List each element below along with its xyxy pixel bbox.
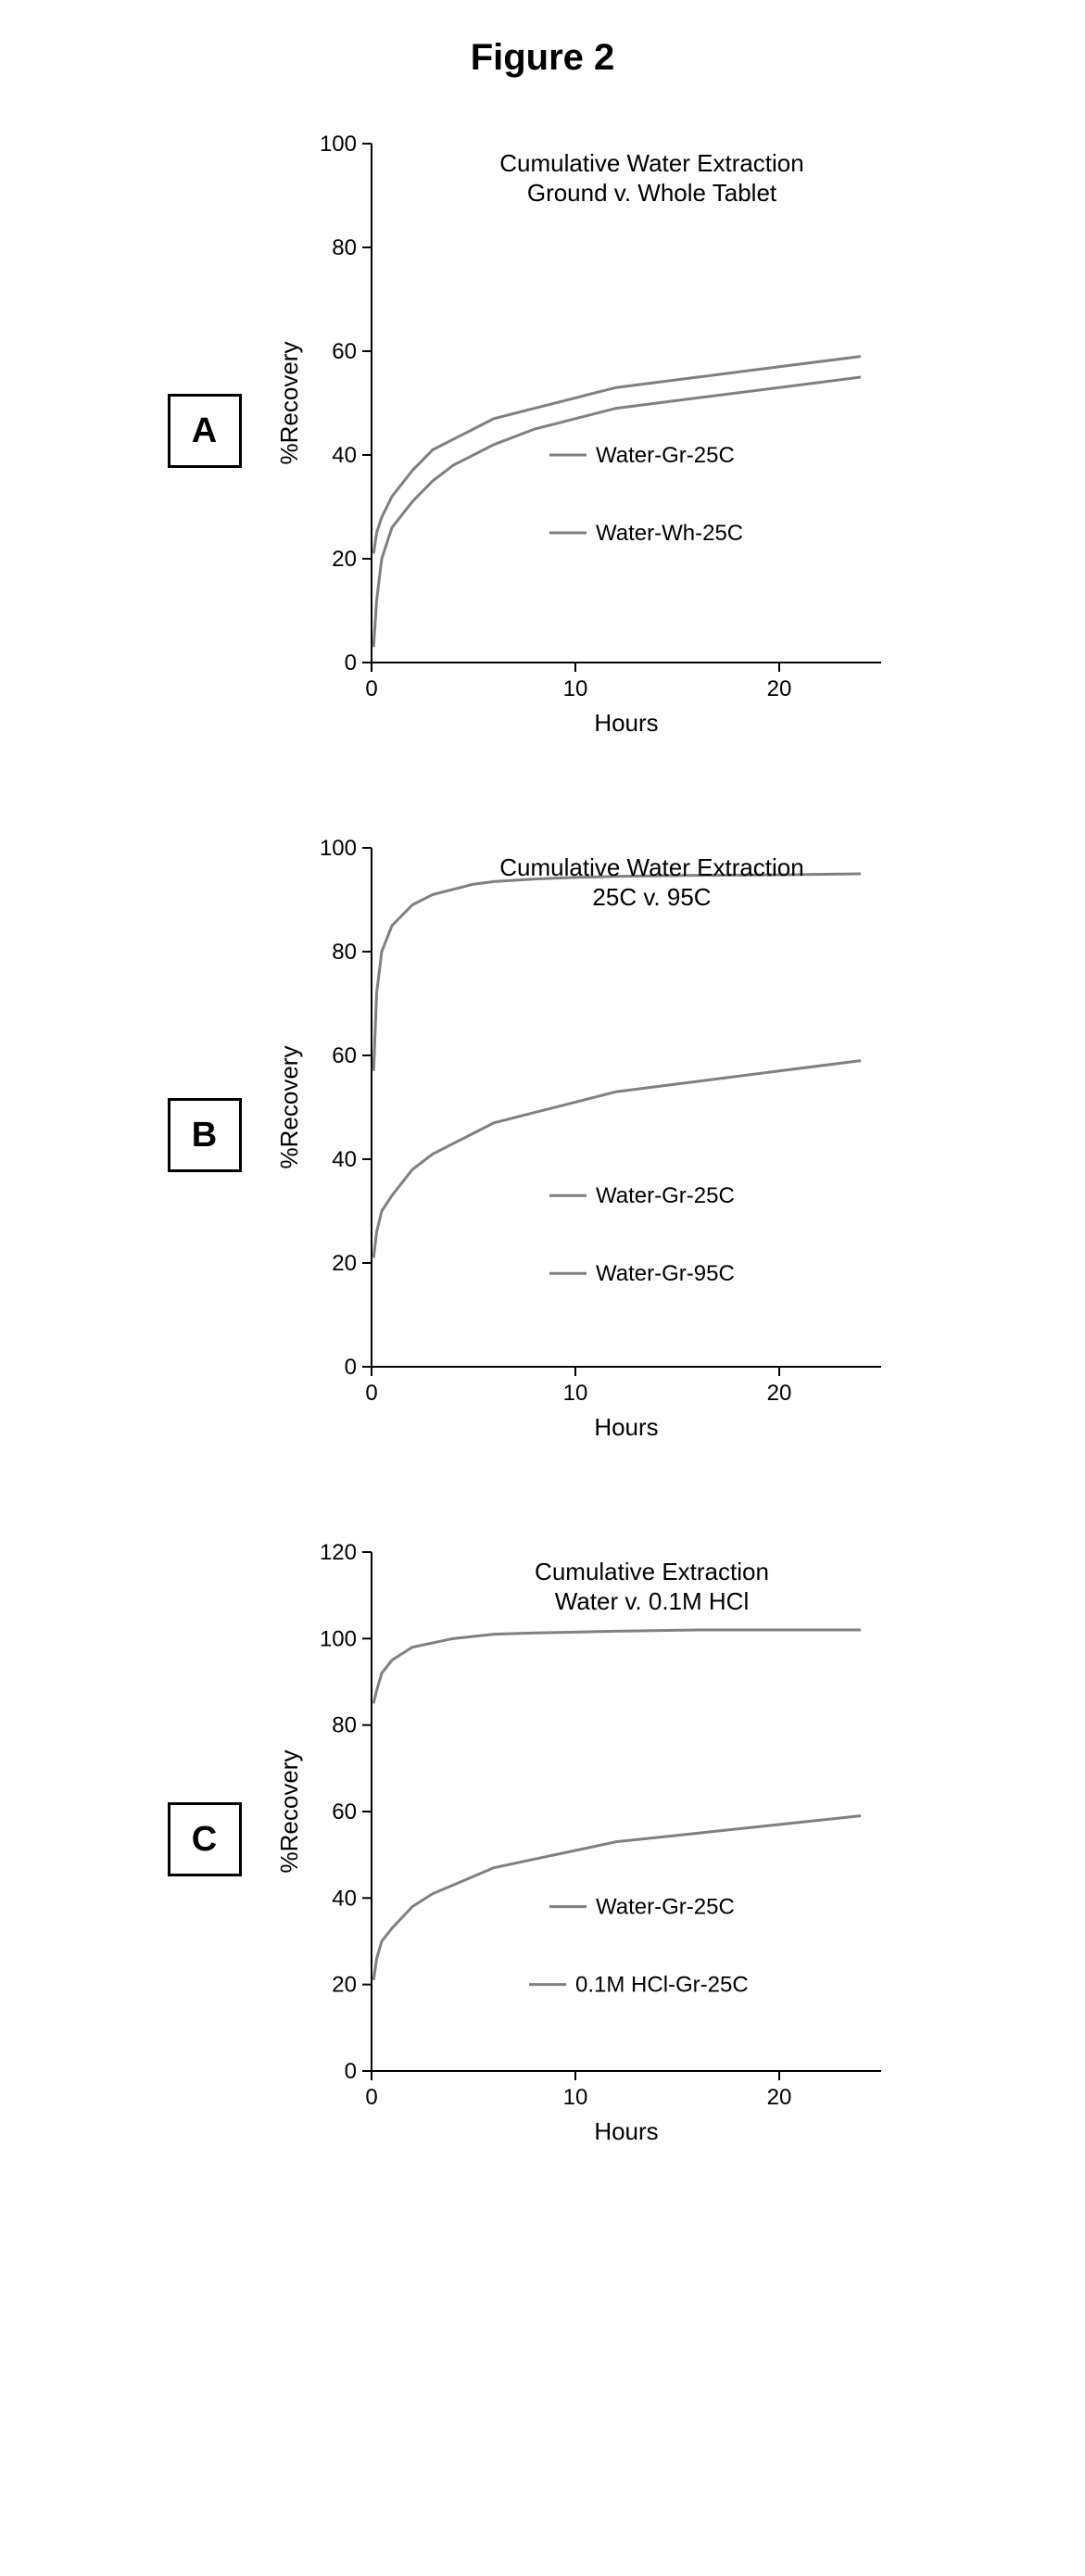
svg-text:0: 0 <box>365 2085 377 2110</box>
y-axis-label: %Recovery <box>275 342 303 465</box>
svg-text:60: 60 <box>332 1043 357 1068</box>
chart-wrap: 0 20 40 60 80 100 0 10 20 Cumulative Water Extrac… <box>270 107 918 755</box>
svg-text:20: 20 <box>766 2085 791 2110</box>
chart-title-line2: Water v. 0.1M HCl <box>554 1587 748 1615</box>
y-axis-label: %Recovery <box>275 1046 303 1169</box>
svg-text:40: 40 <box>332 443 357 468</box>
figure-title: Figure 2 <box>0 37 1085 79</box>
svg-text:60: 60 <box>332 339 357 364</box>
chart-title-line2: 25C v. 95C <box>592 883 711 911</box>
svg-text:20: 20 <box>766 1381 791 1406</box>
legend-label: Water-Gr-25C <box>596 1895 735 1920</box>
svg-text:0: 0 <box>344 2059 356 2084</box>
y-axis-label: %Recovery <box>275 1750 303 1874</box>
svg-text:20: 20 <box>766 676 791 701</box>
chart-wrap: 0 20 40 60 80 100 0 10 20 Cumulative Water Extrac… <box>270 811 918 1459</box>
chart-title-line1: Cumulative Extraction <box>535 1558 769 1585</box>
legend-label: Water-Gr-25C <box>596 443 735 468</box>
svg-text:100: 100 <box>319 836 356 861</box>
panel-label-box: C <box>168 1802 242 1876</box>
chart-svg: 0 20 40 60 80 100 0 10 20 Cumulative Water Extrac… <box>270 811 918 1459</box>
chart-svg: 0 20 40 60 80 100 120 0 10 20 Cumulative Extractio… <box>270 1515 918 2164</box>
x-axis-label: Hours <box>594 709 658 737</box>
svg-text:10: 10 <box>562 676 587 701</box>
svg-text:100: 100 <box>319 1626 356 1651</box>
svg-text:20: 20 <box>332 547 357 572</box>
legend-label: Water-Gr-25C <box>596 1183 735 1208</box>
chart-row: B 0 20 40 60 80 100 0 10 20 Cumulative Water Extra… <box>0 811 1085 1459</box>
svg-text:80: 80 <box>332 940 357 965</box>
svg-text:10: 10 <box>562 2085 587 2110</box>
chart-row: C 0 20 40 60 80 100 120 0 10 20 Cumulative Extracti… <box>0 1515 1085 2164</box>
x-axis-label: Hours <box>594 1413 658 1441</box>
svg-text:0: 0 <box>365 1381 377 1406</box>
chart-wrap: 0 20 40 60 80 100 120 0 10 20 Cumulative Extractio… <box>270 1515 918 2164</box>
chart-row: A 0 20 40 60 80 100 0 10 20 Cumulative Water Extra… <box>0 107 1085 755</box>
svg-text:10: 10 <box>562 1381 587 1406</box>
chart-title-line2: Ground v. Whole Tablet <box>526 179 776 207</box>
panel-label: C <box>192 1820 217 1860</box>
panel-label: B <box>192 1116 217 1155</box>
x-axis-label: Hours <box>594 2117 658 2145</box>
svg-text:80: 80 <box>332 1713 357 1738</box>
chart-title-line1: Cumulative Water Extraction <box>499 853 803 881</box>
legend-label: Water-Wh-25C <box>596 521 743 546</box>
chart-title-line1: Cumulative Water Extraction <box>499 149 803 177</box>
svg-text:0: 0 <box>365 676 377 701</box>
panel-label-box: A <box>168 394 242 468</box>
svg-text:40: 40 <box>332 1147 357 1172</box>
legend-label: Water-Gr-95C <box>596 1261 735 1286</box>
svg-text:0: 0 <box>344 650 356 676</box>
svg-text:40: 40 <box>332 1886 357 1911</box>
svg-text:80: 80 <box>332 235 357 260</box>
svg-text:20: 20 <box>332 1973 357 1998</box>
svg-text:0: 0 <box>344 1355 356 1380</box>
panel-label: A <box>192 411 217 451</box>
svg-text:100: 100 <box>319 132 356 157</box>
panels-container: A02040608010001020Cumulative Water Extra… <box>0 107 1085 2164</box>
panel-label-box: B <box>168 1098 242 1172</box>
chart-svg: 0 20 40 60 80 100 0 10 20 Cumulative Water Extrac… <box>270 107 918 755</box>
svg-text:120: 120 <box>319 1540 356 1565</box>
svg-text:20: 20 <box>332 1251 357 1276</box>
legend-label: 0.1M HCl-Gr-25C <box>575 1973 749 1998</box>
svg-text:60: 60 <box>332 1799 357 1825</box>
